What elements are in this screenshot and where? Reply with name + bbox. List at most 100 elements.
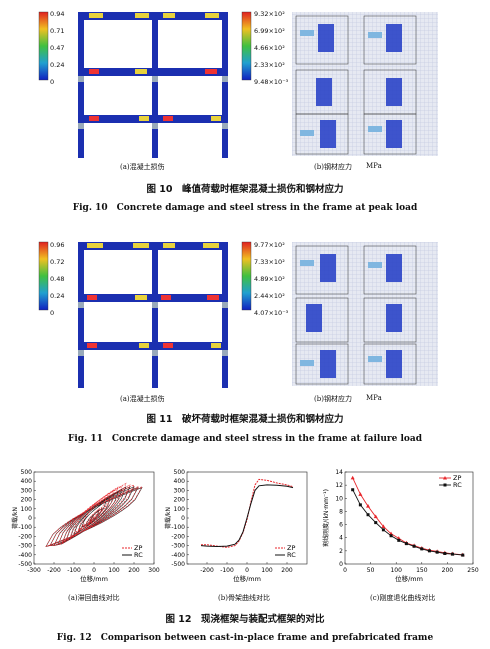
y-tick-label: 300: [174, 487, 186, 494]
series-rc-point: [381, 528, 385, 532]
legend-label-rc: RC: [134, 551, 143, 559]
series-rc-point: [461, 553, 465, 557]
fig10-legend-a-1: 0.71: [50, 27, 65, 35]
y-tick-label: -400: [171, 552, 185, 559]
series-rc-point: [397, 538, 401, 542]
plot-frame: [344, 471, 474, 565]
x-axis-label: 位移/mm: [233, 574, 261, 583]
fig10-legend-b-2: 4.66×10²: [254, 44, 285, 52]
series-zp-point: [381, 524, 386, 529]
y-tick-label: -200: [18, 533, 32, 540]
fig10-legend-a-4: 0: [50, 78, 55, 86]
x-tick-label: -200: [47, 567, 61, 574]
fig11-legend-a-0: 0.96: [50, 241, 65, 249]
y-tick-label: 0: [28, 515, 32, 522]
y-tick-label: -500: [18, 561, 32, 568]
series-zp-line: [45, 482, 143, 547]
fig11-caption-en: Fig. 11 Concrete damage and steel stress…: [67, 434, 423, 444]
series-rc-point: [420, 547, 424, 551]
x-tick-label: 50: [367, 567, 375, 574]
y-tick-label: 300: [21, 487, 33, 494]
series-rc-point: [366, 513, 370, 517]
y-tick-label: 400: [21, 478, 33, 485]
y-tick-label: 10: [335, 495, 343, 502]
y-tick-label: 12: [335, 482, 343, 489]
fig10-legend-b-1: 6.99×10²: [254, 27, 285, 35]
series-rc-line: [352, 489, 463, 556]
legend-marker-zp: [443, 476, 447, 480]
legend-label-zp: ZP: [287, 544, 295, 552]
series-rc-point: [389, 534, 393, 538]
legend-label-rc: RC: [453, 481, 462, 489]
fig11-panel-a: [35, 238, 235, 388]
fig10-caption-en: Fig. 10 Concrete damage and steel stress…: [72, 203, 418, 213]
y-tick-label: 8: [339, 508, 343, 515]
y-tick-label: 500: [174, 469, 186, 476]
x-tick-label: -100: [220, 567, 234, 574]
y-tick-label: 200: [21, 497, 33, 504]
y-tick-label: -100: [18, 524, 32, 531]
x-tick-label: 200: [281, 567, 293, 574]
y-tick-label: 14: [335, 469, 343, 476]
x-tick-label: 250: [467, 567, 479, 574]
chart-skeleton-svg: -200 -100 0 100 200 -500 -400 -300 -200 -100 0 100 2…: [164, 469, 308, 583]
fig11-legend-b-3: 2.44×10²: [254, 292, 285, 300]
y-tick-label: -500: [171, 561, 185, 568]
chart-skeleton: -200 -100 0 100 200 -500 -400 -300 -200 -100 0 100 2…: [164, 464, 325, 584]
fig11-legend-b-4: 4.07×10⁻³: [254, 309, 289, 317]
fig11-legend-a-1: 0.72: [50, 258, 65, 266]
legend-marker-rc: [443, 483, 447, 487]
x-tick-label: 150: [416, 567, 428, 574]
y-tick-label: 500: [21, 469, 33, 476]
chart-hysteresis: -300 -200 -100 0 100 200 300 -500 -400 -300 -200 -1…: [0, 464, 165, 584]
y-tick-label: 200: [174, 497, 186, 504]
series-zp-line: [201, 478, 294, 548]
fig11-unit: MPa: [366, 394, 382, 402]
fig11-legend-b-1: 7.33×10²: [254, 258, 285, 266]
fig12-sub-b: (b)骨架曲线对比: [218, 594, 270, 602]
legend-label-zp: ZP: [134, 544, 142, 552]
y-tick-label: -100: [171, 524, 185, 531]
series-rc-point: [451, 552, 455, 556]
x-axis-label: 位移/mm: [80, 574, 108, 583]
fig11-sub-a: (a)混凝土损伤: [120, 395, 165, 403]
series-zp-point: [366, 503, 371, 508]
x-tick-label: -200: [200, 567, 214, 574]
y-axis-label: 割线刚度/(kN·mm⁻¹): [322, 489, 330, 547]
fig10-legend-b-0: 9.32×10²: [254, 10, 285, 18]
y-tick-label: 400: [174, 478, 186, 485]
series-rc-point: [443, 551, 447, 555]
series-rc-point: [427, 549, 431, 553]
chart-stiffness: 0 50 100 150 200 250 0 2 4 6 8 10 12 14 位移/mm 割线刚度/(kN·…: [322, 464, 490, 584]
series-zp-point: [373, 514, 378, 519]
fig11-legend-a-3: 0.24: [50, 292, 65, 300]
fig12-sub-a: (a)滞回曲线对比: [68, 594, 120, 602]
fig11-caption-cn: 图 11 破坏荷载时框架混凝土损伤和钢材应力: [146, 414, 344, 425]
x-axis-label: 位移/mm: [395, 574, 423, 583]
y-tick-label: 2: [339, 548, 343, 555]
x-tick-label: 100: [390, 567, 402, 574]
fig10-legend-a-0: 0.94: [50, 10, 65, 18]
x-tick-label: 300: [148, 567, 160, 574]
x-tick-label: 100: [108, 567, 120, 574]
y-tick-label: 0: [181, 515, 185, 522]
series-rc-point: [404, 542, 408, 546]
y-tick-label: 0: [339, 561, 343, 568]
y-tick-label: -300: [18, 543, 32, 550]
fig10-legend-a-3: 0.24: [50, 61, 65, 69]
fig10-sub-a: (a)混凝土损伤: [120, 163, 165, 171]
y-tick-label: 6: [339, 522, 343, 529]
x-tick-label: 0: [92, 567, 96, 574]
series-rc-point: [412, 544, 416, 548]
fig10-sub-b: (b)钢材应力: [314, 163, 352, 171]
y-tick-label: 100: [21, 506, 33, 513]
legend-label-zp: ZP: [453, 474, 461, 482]
y-axis-label: 荷载/kN: [11, 507, 19, 529]
chart-hysteresis-svg: -300 -200 -100 0 100 200 300 -500 -400 -300 -200 -1…: [11, 469, 160, 583]
x-tick-label: -300: [27, 567, 41, 574]
fig12-caption-en: Fig. 12 Comparison between cast-in-place…: [56, 633, 434, 643]
fig10-caption-cn: 图 10 峰值荷载时框架混凝土损伤和钢材应力: [146, 184, 344, 195]
y-tick-label: 4: [339, 535, 343, 542]
fig12-sub-c: (c)刚度退化曲线对比: [370, 594, 436, 602]
x-tick-label: 200: [128, 567, 140, 574]
